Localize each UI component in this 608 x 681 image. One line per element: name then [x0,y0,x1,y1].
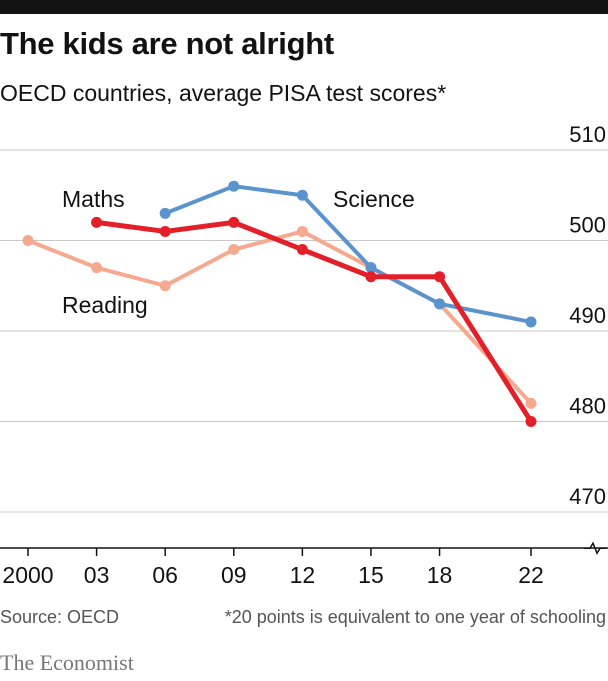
point-science-2009 [228,180,240,192]
x-tick-label-2015: 15 [358,562,384,588]
x-tick-label-2003: 03 [84,562,110,588]
point-reading-2009 [228,244,240,256]
series-line-science [163,184,533,324]
series-label-science: Science [333,186,415,212]
chart-title: The kids are not alright [0,26,334,61]
point-reading-2000 [22,235,34,246]
y-tick-label-470: 470 [569,484,606,509]
y-tick-label-500: 500 [569,213,606,238]
x-tick-label-2009: 09 [221,562,247,588]
chart-subtitle: OECD countries, average PISA test scores… [0,80,447,106]
point-maths-2015 [365,271,377,283]
x-tick-label-2012: 12 [290,562,316,588]
series-label-maths: Maths [62,186,125,212]
brand-logo: The Economist [0,650,134,675]
point-reading-2006 [159,280,171,292]
point-science-2022 [525,316,537,328]
point-maths-2006 [159,225,171,237]
point-science-2018 [434,298,446,310]
point-maths-2018 [434,271,446,283]
point-reading-2003 [91,262,103,274]
source-note: Source: OECD [0,607,120,627]
point-reading-2012 [296,225,308,237]
y-tick-label-480: 480 [569,394,606,419]
series-label-reading: Reading [62,292,148,318]
point-maths-2009 [228,216,240,228]
x-tick-label-2022: 22 [518,562,544,588]
series-line-maths [94,219,534,424]
line-chart: 470 480 490 500 510 2000 03 06 09 12 15 18 22 Reading… [0,122,608,588]
x-tick-label-2018: 18 [427,562,453,588]
footnote: *20 points is equivalent to one year of … [224,607,606,627]
point-science-2012 [296,189,308,201]
point-maths-2022 [525,416,537,427]
point-maths-2012 [296,244,308,256]
point-reading-2022 [525,397,537,409]
point-science-2006 [159,207,171,219]
point-science-2015 [365,262,377,274]
x-tick-label-2006: 06 [152,562,178,588]
top-bar [0,0,608,14]
y-tick-label-510: 510 [569,122,606,147]
point-maths-2003 [91,216,103,228]
x-tick-label-2000: 2000 [2,562,53,588]
y-tick-label-490: 490 [569,303,606,328]
